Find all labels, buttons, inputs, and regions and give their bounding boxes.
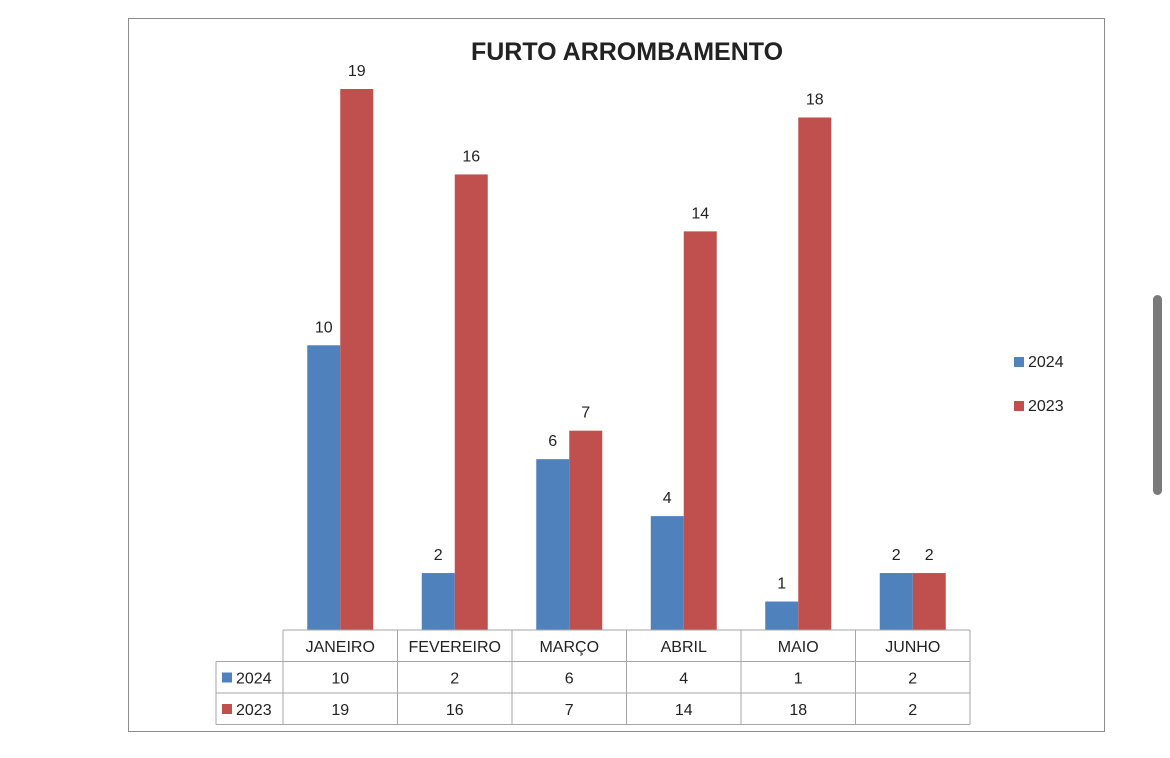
legend-swatch-2024: [1014, 357, 1024, 367]
bar-2023-março: [569, 430, 603, 630]
category-label-abril: ABRIL: [661, 639, 707, 656]
bar-2023-abril: [683, 231, 717, 631]
bar-2023-maio: [798, 117, 832, 630]
data-label-2023-janeiro: 19: [348, 63, 366, 80]
table-cell-2023-maio: 18: [789, 702, 807, 719]
data-label-2023-fevereiro: 16: [462, 148, 480, 165]
bar-2024-março: [536, 459, 570, 630]
data-label-2023-março: 7: [581, 405, 590, 422]
table-cell-2023-março: 7: [565, 702, 574, 719]
chart-title: FURTO ARROMBAMENTO: [471, 38, 783, 66]
data-label-2024-março: 6: [548, 433, 557, 450]
data-label-2024-fevereiro: 2: [434, 547, 443, 564]
vertical-scrollbar[interactable]: [1153, 295, 1162, 495]
table-series-label-2024: 2024: [236, 671, 272, 688]
table-cell-2024-junho: 2: [908, 671, 917, 688]
data-label-2023-maio: 18: [806, 91, 824, 108]
bar-2024-junho: [879, 573, 913, 630]
table-cell-2023-abril: 14: [675, 702, 693, 719]
data-label-2024-maio: 1: [777, 576, 786, 593]
bar-2024-abril: [650, 516, 684, 630]
bar-2023-fevereiro: [454, 174, 488, 630]
data-label-2023-junho: 2: [925, 547, 934, 564]
data-label-2024-junho: 2: [892, 547, 901, 564]
table-cell-2024-fevereiro: 2: [450, 671, 459, 688]
table-key-2024: [222, 672, 232, 683]
data-label-2024-janeiro: 10: [315, 319, 333, 336]
table-cell-2024-janeiro: 10: [331, 671, 349, 688]
legend-label-2024: 2024: [1028, 354, 1064, 371]
table-cell-2024-março: 6: [565, 671, 574, 688]
category-label-maio: MAIO: [778, 639, 819, 656]
category-label-junho: JUNHO: [885, 639, 940, 656]
data-label-2024-abril: 4: [663, 490, 672, 507]
category-label-fevereiro: FEVEREIRO: [409, 639, 501, 656]
legend-swatch-2023: [1014, 401, 1024, 411]
bar-2024-janeiro: [307, 345, 341, 630]
legend-label-2023: 2023: [1028, 398, 1064, 415]
table-series-label-2023: 2023: [236, 702, 272, 719]
table-key-2023: [222, 704, 232, 714]
bar-2023-junho: [912, 573, 946, 630]
table-cell-2024-maio: 1: [794, 671, 803, 688]
bar-2023-janeiro: [340, 89, 374, 630]
table-cell-2023-fevereiro: 16: [446, 702, 464, 719]
table-cell-2023-junho: 2: [908, 702, 917, 719]
data-label-2023-abril: 14: [691, 205, 709, 222]
category-label-janeiro: JANEIRO: [306, 639, 375, 656]
bar-2024-maio: [765, 601, 799, 630]
category-label-março: MARÇO: [539, 639, 599, 656]
bar-2024-fevereiro: [421, 573, 455, 630]
table-cell-2023-janeiro: 19: [331, 702, 349, 719]
table-cell-2024-abril: 4: [679, 671, 688, 688]
